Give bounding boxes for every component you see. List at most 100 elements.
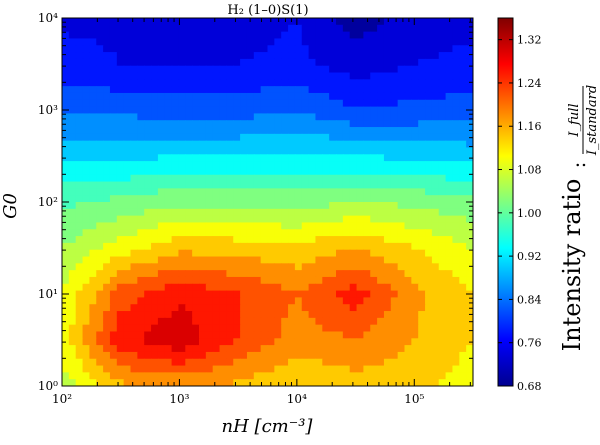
contour-cell [349,147,358,155]
contour-cell [96,263,104,271]
contour-cell [336,304,344,312]
contour-cell [151,208,159,217]
contour-cell [445,331,454,339]
contour-cell [185,161,193,169]
contour-cell [151,154,159,162]
contour-cell [322,324,330,333]
contour-cell [96,65,104,74]
contour-cell [438,351,447,360]
contour-cell [192,297,200,305]
contour-cell [404,86,412,94]
contour-cell [130,24,138,33]
contour-cell [356,154,364,162]
contour-cell [233,106,241,114]
contour-cell [103,52,111,60]
contour-cell [274,379,282,386]
contour-cell [185,133,193,142]
contour-cell [240,79,248,87]
contour-cell [425,58,433,67]
contour-cell [377,31,385,40]
contour-cell [431,324,440,333]
contour-cell [205,188,214,196]
contour-cell [205,140,214,149]
contour-cell [82,202,90,210]
contour-cell [171,338,180,346]
contour-cell [438,154,447,162]
contour-cell [425,263,433,271]
contour-cell [75,324,84,333]
contour-cell [390,38,399,46]
contour-cell [178,18,186,26]
contour-cell [342,18,351,26]
contour-cell [130,263,138,271]
contour-cell [301,311,310,319]
contour-cell [137,331,145,339]
contour-cell [219,140,227,149]
contour-cell [205,242,214,251]
contour-cell [329,304,337,312]
contour-cell [82,270,90,278]
contour-cell [315,140,323,149]
contour-cell [75,45,84,53]
contour-cell [185,38,193,46]
contour-cell [171,365,180,373]
contour-cell [137,263,145,271]
contour-cell [363,147,371,155]
contour-cell [308,188,317,196]
contour-cell [459,24,467,33]
contour-cell [199,24,207,33]
contour-cell [459,31,467,40]
contour-cell [459,215,467,224]
contour-cell [322,52,330,60]
contour-cell [260,161,269,169]
contour-cell [260,181,269,189]
contour-cell [96,174,104,183]
contour-cell [116,256,125,264]
contour-cell [425,338,433,346]
contour-cell [240,92,248,101]
contour-cell [233,45,241,53]
contour-cell [75,188,84,196]
contour-cell [274,270,282,278]
contour-cell [445,345,454,353]
contour-cell [425,208,433,217]
contour-cell [137,345,145,353]
contour-cell [164,215,173,224]
contour-cell [452,65,460,74]
contour-cell [404,351,412,360]
contour-cell [219,249,227,258]
contour-cell [240,324,248,333]
contour-cell [370,188,378,196]
contour-cell [397,45,406,53]
contour-cell [116,174,125,183]
contour-cell [144,45,152,53]
contour-cell [192,202,200,210]
contour-cell [123,249,132,258]
contour-cell [185,24,193,33]
contour-cell [116,113,125,121]
contour-cell [397,331,406,339]
contour-cell [438,18,447,26]
contour-cell [233,345,241,353]
contour-cell [281,188,289,196]
contour-cell [199,133,207,142]
contour-cell [438,79,447,87]
contour-cell [116,372,125,380]
contour-cell [103,188,111,196]
contour-cell [425,331,433,339]
contour-cell [62,92,70,101]
contour-cell [123,52,132,60]
contour-cell [109,65,118,74]
contour-cell [164,120,173,128]
contour-cell [68,92,77,101]
contour-cell [356,195,364,203]
contour-cell [356,52,364,60]
contour-cell [75,72,84,80]
contour-cell [267,229,275,237]
contour-cell [397,215,406,224]
contour-cell [123,236,132,244]
contour-cell [459,154,467,162]
contour-cell [192,52,200,60]
contour-cell [68,154,77,162]
contour-cell [390,297,399,305]
